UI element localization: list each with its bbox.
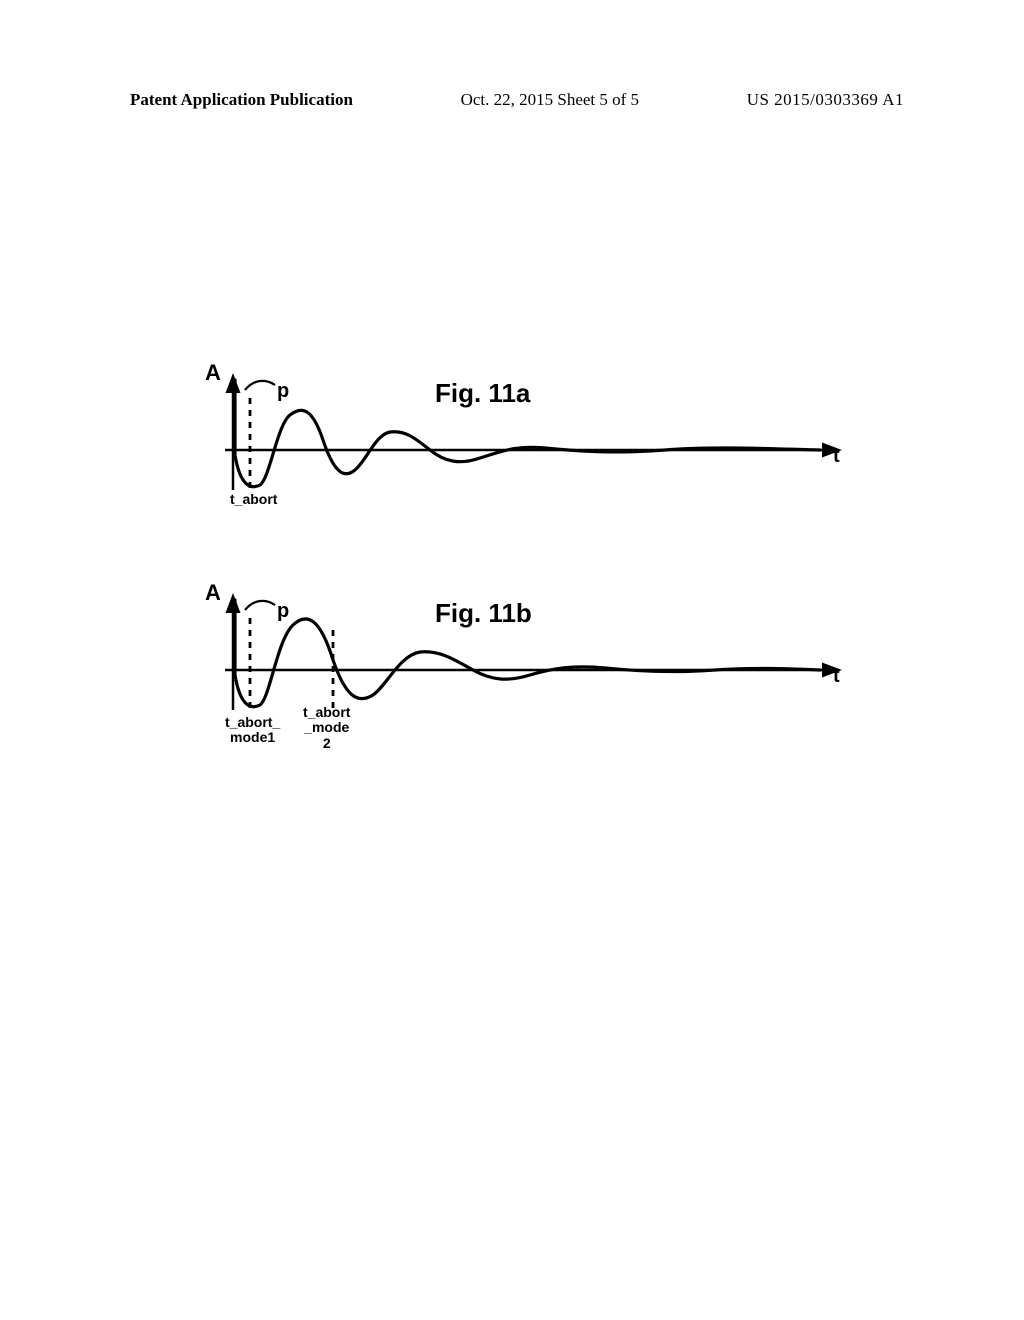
- fig11b-abort2-label: t_abort _mode 2: [303, 705, 350, 751]
- fig11b-p-label: p: [277, 600, 289, 623]
- fig11b-abort1-line1: t_abort_: [225, 715, 280, 730]
- header-center: Oct. 22, 2015 Sheet 5 of 5: [461, 90, 639, 110]
- header-left: Patent Application Publication: [130, 90, 353, 110]
- fig11b-plot: [215, 590, 855, 780]
- fig11b-y-axis-label: A: [205, 580, 221, 606]
- figures-container: A Fig. 11a p t t_abort A Fig. 11b p t t_…: [215, 370, 855, 840]
- fig11a-x-axis-label: t: [833, 445, 840, 468]
- figure-11b: A Fig. 11b p t t_abort_ mode1 t_abort _m…: [215, 590, 855, 780]
- fig11a-plot: [215, 370, 855, 530]
- page-header: Patent Application Publication Oct. 22, …: [0, 90, 1024, 110]
- fig11b-abort2-line2: _mode: [303, 720, 350, 735]
- fig11a-abort-label: t_abort: [230, 492, 277, 507]
- fig11a-title: Fig. 11a: [435, 378, 530, 409]
- fig11b-x-axis-label: t: [833, 665, 840, 688]
- fig11b-abort1-line2: mode1: [225, 730, 280, 745]
- header-right: US 2015/0303369 A1: [747, 90, 904, 110]
- fig11a-y-axis-label: A: [205, 360, 221, 386]
- fig11b-abort1-label: t_abort_ mode1: [225, 715, 280, 746]
- fig11b-title: Fig. 11b: [435, 598, 532, 629]
- figure-11a: A Fig. 11a p t t_abort: [215, 370, 855, 530]
- fig11b-abort2-line1: t_abort: [303, 705, 350, 720]
- fig11a-p-label: p: [277, 380, 289, 403]
- fig11b-abort2-line3: 2: [303, 736, 350, 751]
